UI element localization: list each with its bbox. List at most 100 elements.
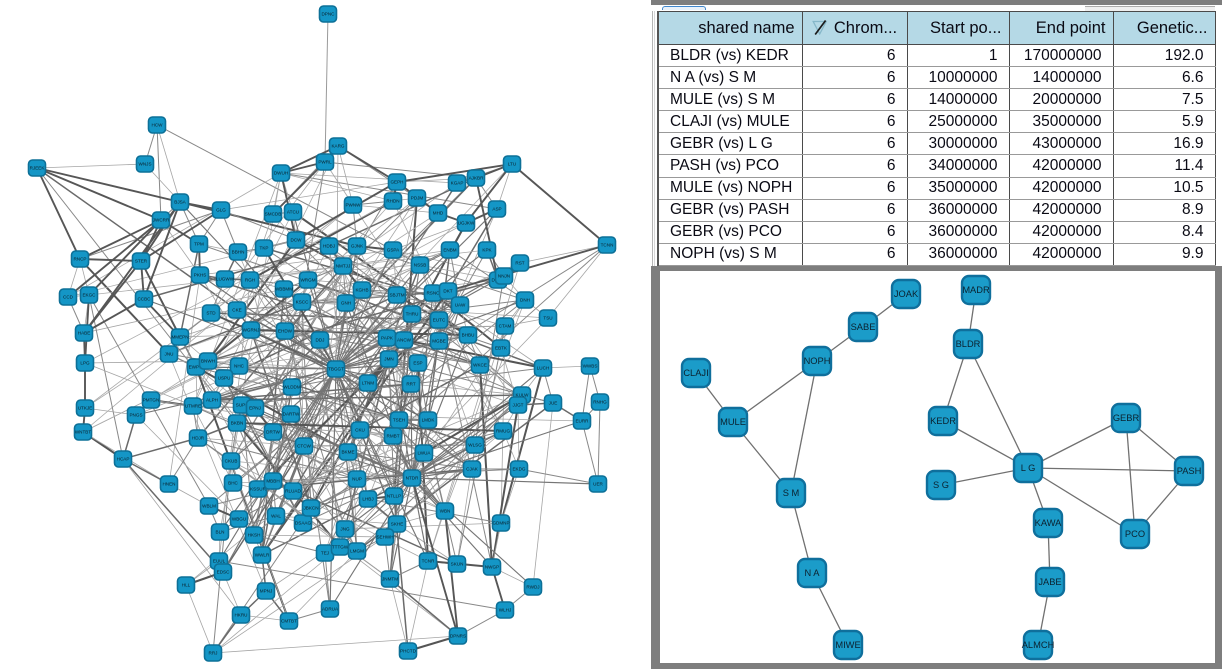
svg-text:PNGS: PNGS (129, 413, 142, 418)
svg-text:LTU: LTU (508, 162, 516, 167)
svg-text:TSU: TSU (543, 316, 552, 321)
svg-text:KARG: KARG (331, 144, 344, 149)
svg-text:S G: S G (933, 480, 949, 490)
svg-text:HKRU: HKRU (234, 613, 247, 618)
svg-text:EKDG: EKDG (512, 467, 525, 472)
svg-text:HKSH: HKSH (248, 533, 261, 538)
svg-text:MGBE: MGBE (432, 339, 446, 344)
svg-text:HABE: HABE (78, 331, 91, 336)
svg-text:SBJTM: SBJTM (389, 293, 404, 298)
svg-text:PAPK: PAPK (381, 336, 394, 341)
svg-text:LWUA: LWUA (418, 451, 432, 456)
svg-text:RST: RST (515, 261, 524, 266)
svg-text:BJSA: BJSA (174, 200, 186, 205)
svg-text:GSPA: GSPA (387, 248, 400, 253)
svg-text:DKT: DKT (443, 289, 452, 294)
svg-text:ANCW: ANCW (397, 338, 412, 343)
svg-text:NMTJJ: NMTJJ (336, 264, 351, 269)
svg-text:UTMRE: UTMRE (185, 404, 201, 409)
svg-text:RRT: RRT (406, 382, 416, 387)
svg-text:WWBS: WWBS (583, 364, 598, 369)
svg-text:PASH: PASH (1177, 466, 1202, 476)
svg-text:RNCP: RNCP (73, 257, 86, 262)
svg-text:KGAP: KGAP (451, 181, 464, 186)
svg-text:NTDR: NTDR (406, 476, 419, 481)
svg-text:WNTBT: WNTBT (75, 430, 92, 435)
svg-text:TKP: TKP (260, 246, 269, 251)
svg-text:PWRL: PWRL (318, 160, 332, 165)
svg-text:GLG: GLG (216, 208, 226, 213)
svg-text:NHC: NHC (234, 364, 245, 369)
svg-text:WGRNJ: WGRNJ (243, 328, 260, 333)
svg-text:LUGWW: LUGWW (216, 277, 235, 282)
svg-text:BKME: BKME (341, 450, 354, 455)
svg-text:CTCW: CTCW (297, 444, 311, 449)
svg-text:JWCRR: JWCRR (153, 218, 170, 223)
svg-text:MMEPN: MMEPN (171, 335, 188, 340)
svg-text:S M: S M (783, 488, 800, 498)
svg-text:TEJ: TEJ (321, 551, 329, 556)
svg-text:JNMTM: JNMTM (382, 577, 398, 582)
svg-text:SMCDB: SMCDB (265, 212, 282, 217)
svg-text:GEBR: GEBR (1113, 413, 1140, 423)
svg-text:PCO: PCO (1125, 529, 1145, 539)
svg-text:SKHE: SKHE (391, 522, 404, 527)
svg-text:CKU: CKU (355, 428, 365, 433)
svg-text:PKHS: PKHS (194, 273, 207, 278)
svg-text:KEDR: KEDR (930, 416, 956, 426)
svg-text:RJEEK: RJEEK (30, 166, 46, 171)
svg-text:SEHWH: SEHWH (376, 535, 393, 540)
svg-text:CKUB: CKUB (225, 459, 238, 464)
svg-text:HNEN: HNEN (162, 482, 175, 487)
svg-text:RGH: RGH (245, 278, 255, 283)
svg-text:EHDW: EHDW (278, 329, 293, 334)
svg-text:ATCU: ATCU (287, 210, 299, 215)
svg-text:BLN: BLN (216, 530, 225, 535)
svg-text:NSSB: NSSB (414, 263, 427, 268)
svg-text:LMGM: LMGM (350, 549, 364, 554)
svg-text:WNJS: WNJS (138, 162, 151, 167)
svg-text:WBBMM: WBBMM (275, 287, 293, 292)
svg-text:RNHG: RNHG (593, 400, 607, 405)
svg-text:TBGGT: TBGGT (328, 367, 344, 372)
svg-text:KGHB: KGHB (355, 288, 368, 293)
svg-text:THRU: THRU (406, 312, 419, 317)
svg-text:UTKJE: UTKJE (78, 406, 93, 411)
svg-text:JJGT: JJGT (513, 403, 524, 408)
svg-text:TTTGW: TTTGW (332, 545, 349, 550)
svg-text:WBGU: WBGU (232, 517, 246, 522)
svg-text:MULE: MULE (720, 417, 746, 427)
svg-text:DPNRS: DPNRS (450, 634, 466, 639)
svg-text:HCAP: HCAP (117, 457, 130, 462)
svg-text:MBBH: MBBH (266, 479, 279, 484)
svg-text:DNH: DNH (520, 298, 530, 303)
svg-text:WBN: WBN (440, 509, 451, 514)
svg-text:DDJ: DDJ (316, 338, 325, 343)
svg-text:MIWE: MIWE (835, 640, 860, 650)
svg-text:RWDJ: RWDJ (526, 585, 539, 590)
svg-text:GEPH: GEPH (390, 180, 403, 185)
svg-text:NUP: NUP (352, 477, 362, 482)
svg-text:JNU: JNU (165, 352, 174, 357)
svg-text:EURR: EURR (575, 419, 589, 424)
svg-text:JBKCN: JBKCN (303, 506, 318, 511)
svg-text:MHD: MHD (433, 211, 444, 216)
svg-text:ALPH: ALPH (206, 398, 218, 403)
svg-text:BKBN: BKBN (231, 421, 244, 426)
svg-text:LUCH: LUCH (537, 366, 550, 371)
svg-text:TPM: TPM (194, 242, 204, 247)
svg-text:SKUN: SKUN (451, 562, 464, 567)
svg-text:PMTGN: PMTGN (143, 398, 160, 403)
svg-text:JMN: JMN (384, 357, 393, 362)
svg-text:RRJ: RRJ (209, 651, 218, 656)
svg-text:WWLR: WWLR (255, 553, 270, 558)
svg-text:DCW: DCW (291, 238, 303, 243)
svg-text:UAW: UAW (455, 303, 466, 308)
svg-text:LHBJ: LHBJ (362, 497, 373, 502)
svg-text:STER: STER (135, 259, 148, 264)
svg-text:BLDR: BLDR (956, 339, 981, 349)
svg-text:AJKBR: AJKBR (469, 176, 484, 181)
svg-text:RMBT: RMBT (386, 434, 399, 439)
svg-text:NWGP: NWGP (485, 565, 499, 570)
svg-text:SUPS: SUPS (236, 403, 249, 408)
